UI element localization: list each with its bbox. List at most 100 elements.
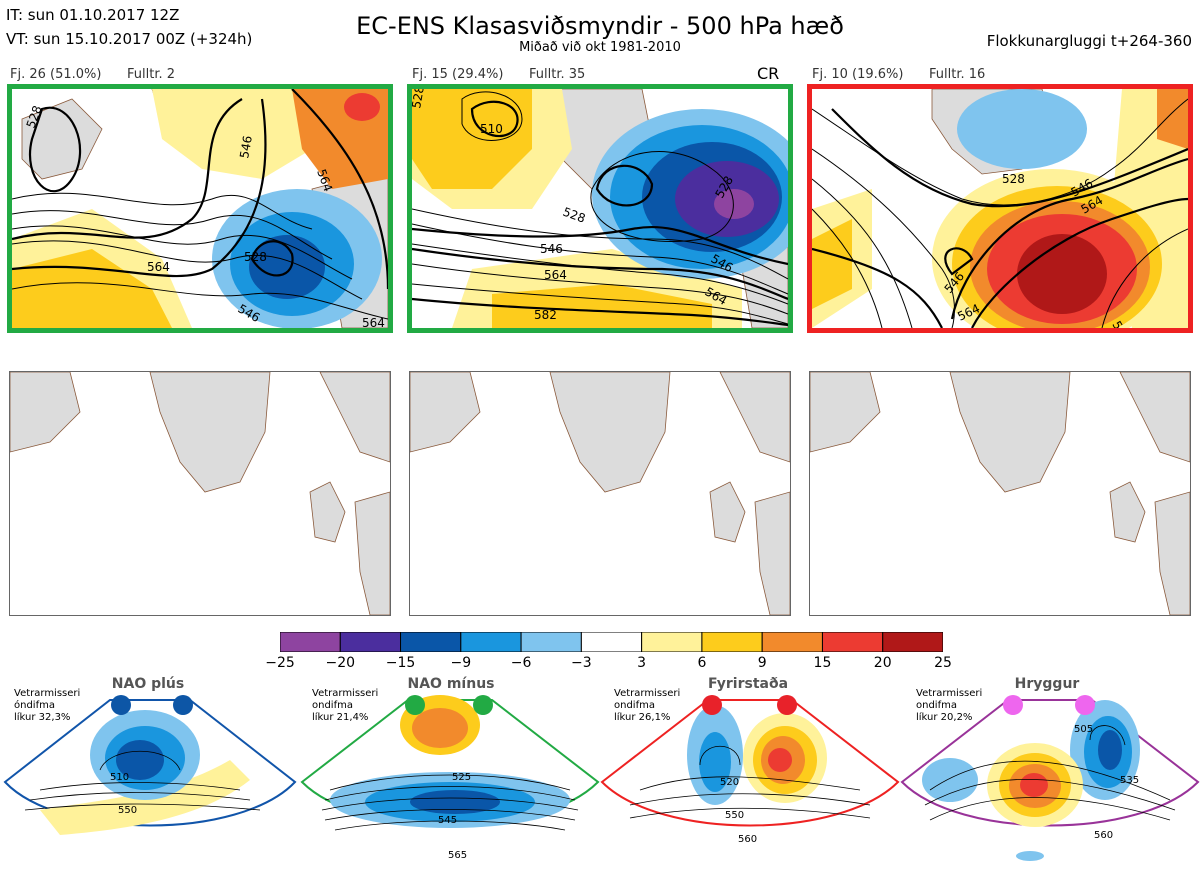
contour-line (699, 745, 741, 766)
colorbar-tick-label: 6 (697, 655, 707, 671)
anomaly-gold-west (812, 219, 852, 309)
contour-label: 545 (438, 815, 457, 826)
anomaly-darkblue (249, 235, 325, 299)
contour-label: 560 (738, 834, 757, 845)
cluster-2-fulltr: Fulltr. 35 (529, 67, 586, 82)
contour-label: 565 (448, 850, 467, 861)
contour-line (321, 797, 579, 811)
cluster-3-label: Fj. 10 (19.6%) (812, 67, 904, 82)
contour-line (12, 282, 388, 320)
cluster-2-label: Fj. 15 (29.4%) (412, 67, 504, 82)
contour-label: 550 (725, 810, 744, 821)
contour-line (629, 807, 871, 819)
cluster-map-2: 528 510 528 546 564 582 546 564 528 (407, 84, 793, 333)
contour-line (412, 283, 788, 325)
contour-label: 560 (1094, 830, 1113, 841)
contour-label: 546 (540, 242, 563, 256)
cluster-2-tag: CR (757, 64, 780, 83)
regime-fan-nao-minus: 525 545 565 (300, 695, 600, 861)
regime-name-ridge: Hryggur (1014, 676, 1080, 692)
colorbar-bin (821, 632, 884, 652)
colorbar-tick-label: −15 (385, 655, 416, 671)
contour-line (29, 792, 251, 801)
regime-dot (473, 695, 493, 715)
cluster-3-fulltr: Fulltr. 16 (929, 67, 986, 82)
anomaly-orange-east (1157, 89, 1188, 149)
cluster-1-fulltr: Fulltr. 2 (127, 67, 176, 82)
contour-line-bold (12, 98, 243, 241)
colorbar-tick-label: −25 (265, 655, 295, 671)
classification-window: Flokkunargluggi t+264-360 (986, 32, 1192, 50)
regime-dot (702, 695, 722, 715)
land-europe (1154, 491, 1190, 615)
contour-line (324, 786, 576, 801)
contour-label: 546 (237, 135, 255, 160)
colorbar-tick-label: 3 (637, 655, 647, 671)
contour-line-bold (412, 297, 788, 327)
colorbar-tick-label: 20 (873, 655, 892, 671)
colorbar-bin (641, 632, 703, 652)
regime-stat-blocking: Vetrarmisseri ondifma líkur 26,1% (614, 688, 681, 723)
land-greenland (149, 372, 271, 493)
cluster-map-2-graphic: 528 510 528 546 564 582 546 564 528 (412, 89, 788, 328)
anomaly-darkred (1017, 234, 1107, 314)
colorbar (280, 632, 943, 652)
regime-fan-nao-plus: 510 550 (3, 699, 297, 835)
contour-label: 528 (244, 250, 267, 264)
colorbar-bin (460, 632, 522, 652)
land-europe (354, 491, 390, 615)
regime-dot (173, 695, 193, 715)
anomaly-gold-nw (412, 89, 532, 189)
contour-line (334, 820, 566, 831)
contour-line (812, 178, 913, 328)
colorbar-bin (761, 632, 823, 652)
land-canada (21, 98, 103, 180)
contour-label: 564 (147, 260, 170, 274)
contour-label: 510 (480, 122, 503, 136)
contour-line (12, 240, 363, 300)
contour-line (629, 793, 871, 806)
anomaly-darkblue-ne (1098, 730, 1122, 770)
cluster-1-label: Fj. 26 (51.0%) (10, 67, 102, 82)
contour-line-bold (291, 89, 388, 290)
contour-line (461, 91, 523, 141)
anomaly-gold-west (12, 249, 172, 328)
regime-dot (1075, 695, 1095, 715)
land-britain (1109, 481, 1146, 543)
regime-dot (405, 695, 425, 715)
base-map-3 (809, 371, 1191, 616)
contour-line (929, 760, 1171, 801)
contour-label: 564 (544, 268, 567, 282)
contour-line (324, 809, 576, 821)
regime-name-nao-plus: NAO plús (111, 676, 185, 692)
contour-line-bold (812, 247, 943, 328)
regime-stat-ridge: Vetrarmisseri ondifma líkur 20,2% (916, 688, 983, 723)
anomaly-orange (412, 708, 468, 748)
land-canada (10, 372, 81, 453)
contour-label: 550 (118, 805, 137, 816)
base-map-1 (9, 371, 391, 616)
base-map-1-graphic (10, 372, 390, 615)
contour-line (39, 782, 241, 791)
contour-line (412, 243, 788, 305)
cluster-map-3-graphic: 528 546 564 546 564 564 (812, 89, 1188, 328)
colorbar-bin (520, 632, 582, 652)
regime-fans: 510 550 525 545 565 (3, 695, 1200, 861)
contour-line (1101, 228, 1188, 328)
contour-line-bold (12, 98, 267, 278)
contour-line-bold (950, 157, 1188, 320)
anomaly-darkblue (410, 790, 500, 814)
contour-label: 528 (412, 89, 427, 110)
contour-line (812, 208, 883, 328)
contour-line-bold (595, 164, 654, 207)
contour-label: 582 (534, 308, 557, 322)
regime-stat-nao-minus: Vetrarmisseri ondifma líkur 21,4% (312, 688, 379, 723)
contour-line-bold (971, 197, 1188, 328)
initial-time: IT: sun 01.10.2017 12Z (6, 6, 180, 24)
page-title: EC-ENS Klasasviðsmyndir - 500 hPa hæð (356, 12, 844, 40)
contour-label: 564 (1109, 319, 1133, 329)
land-canada (410, 372, 481, 453)
base-map-2-graphic (410, 372, 790, 615)
contour-line (412, 223, 788, 295)
land-britain (309, 481, 346, 543)
